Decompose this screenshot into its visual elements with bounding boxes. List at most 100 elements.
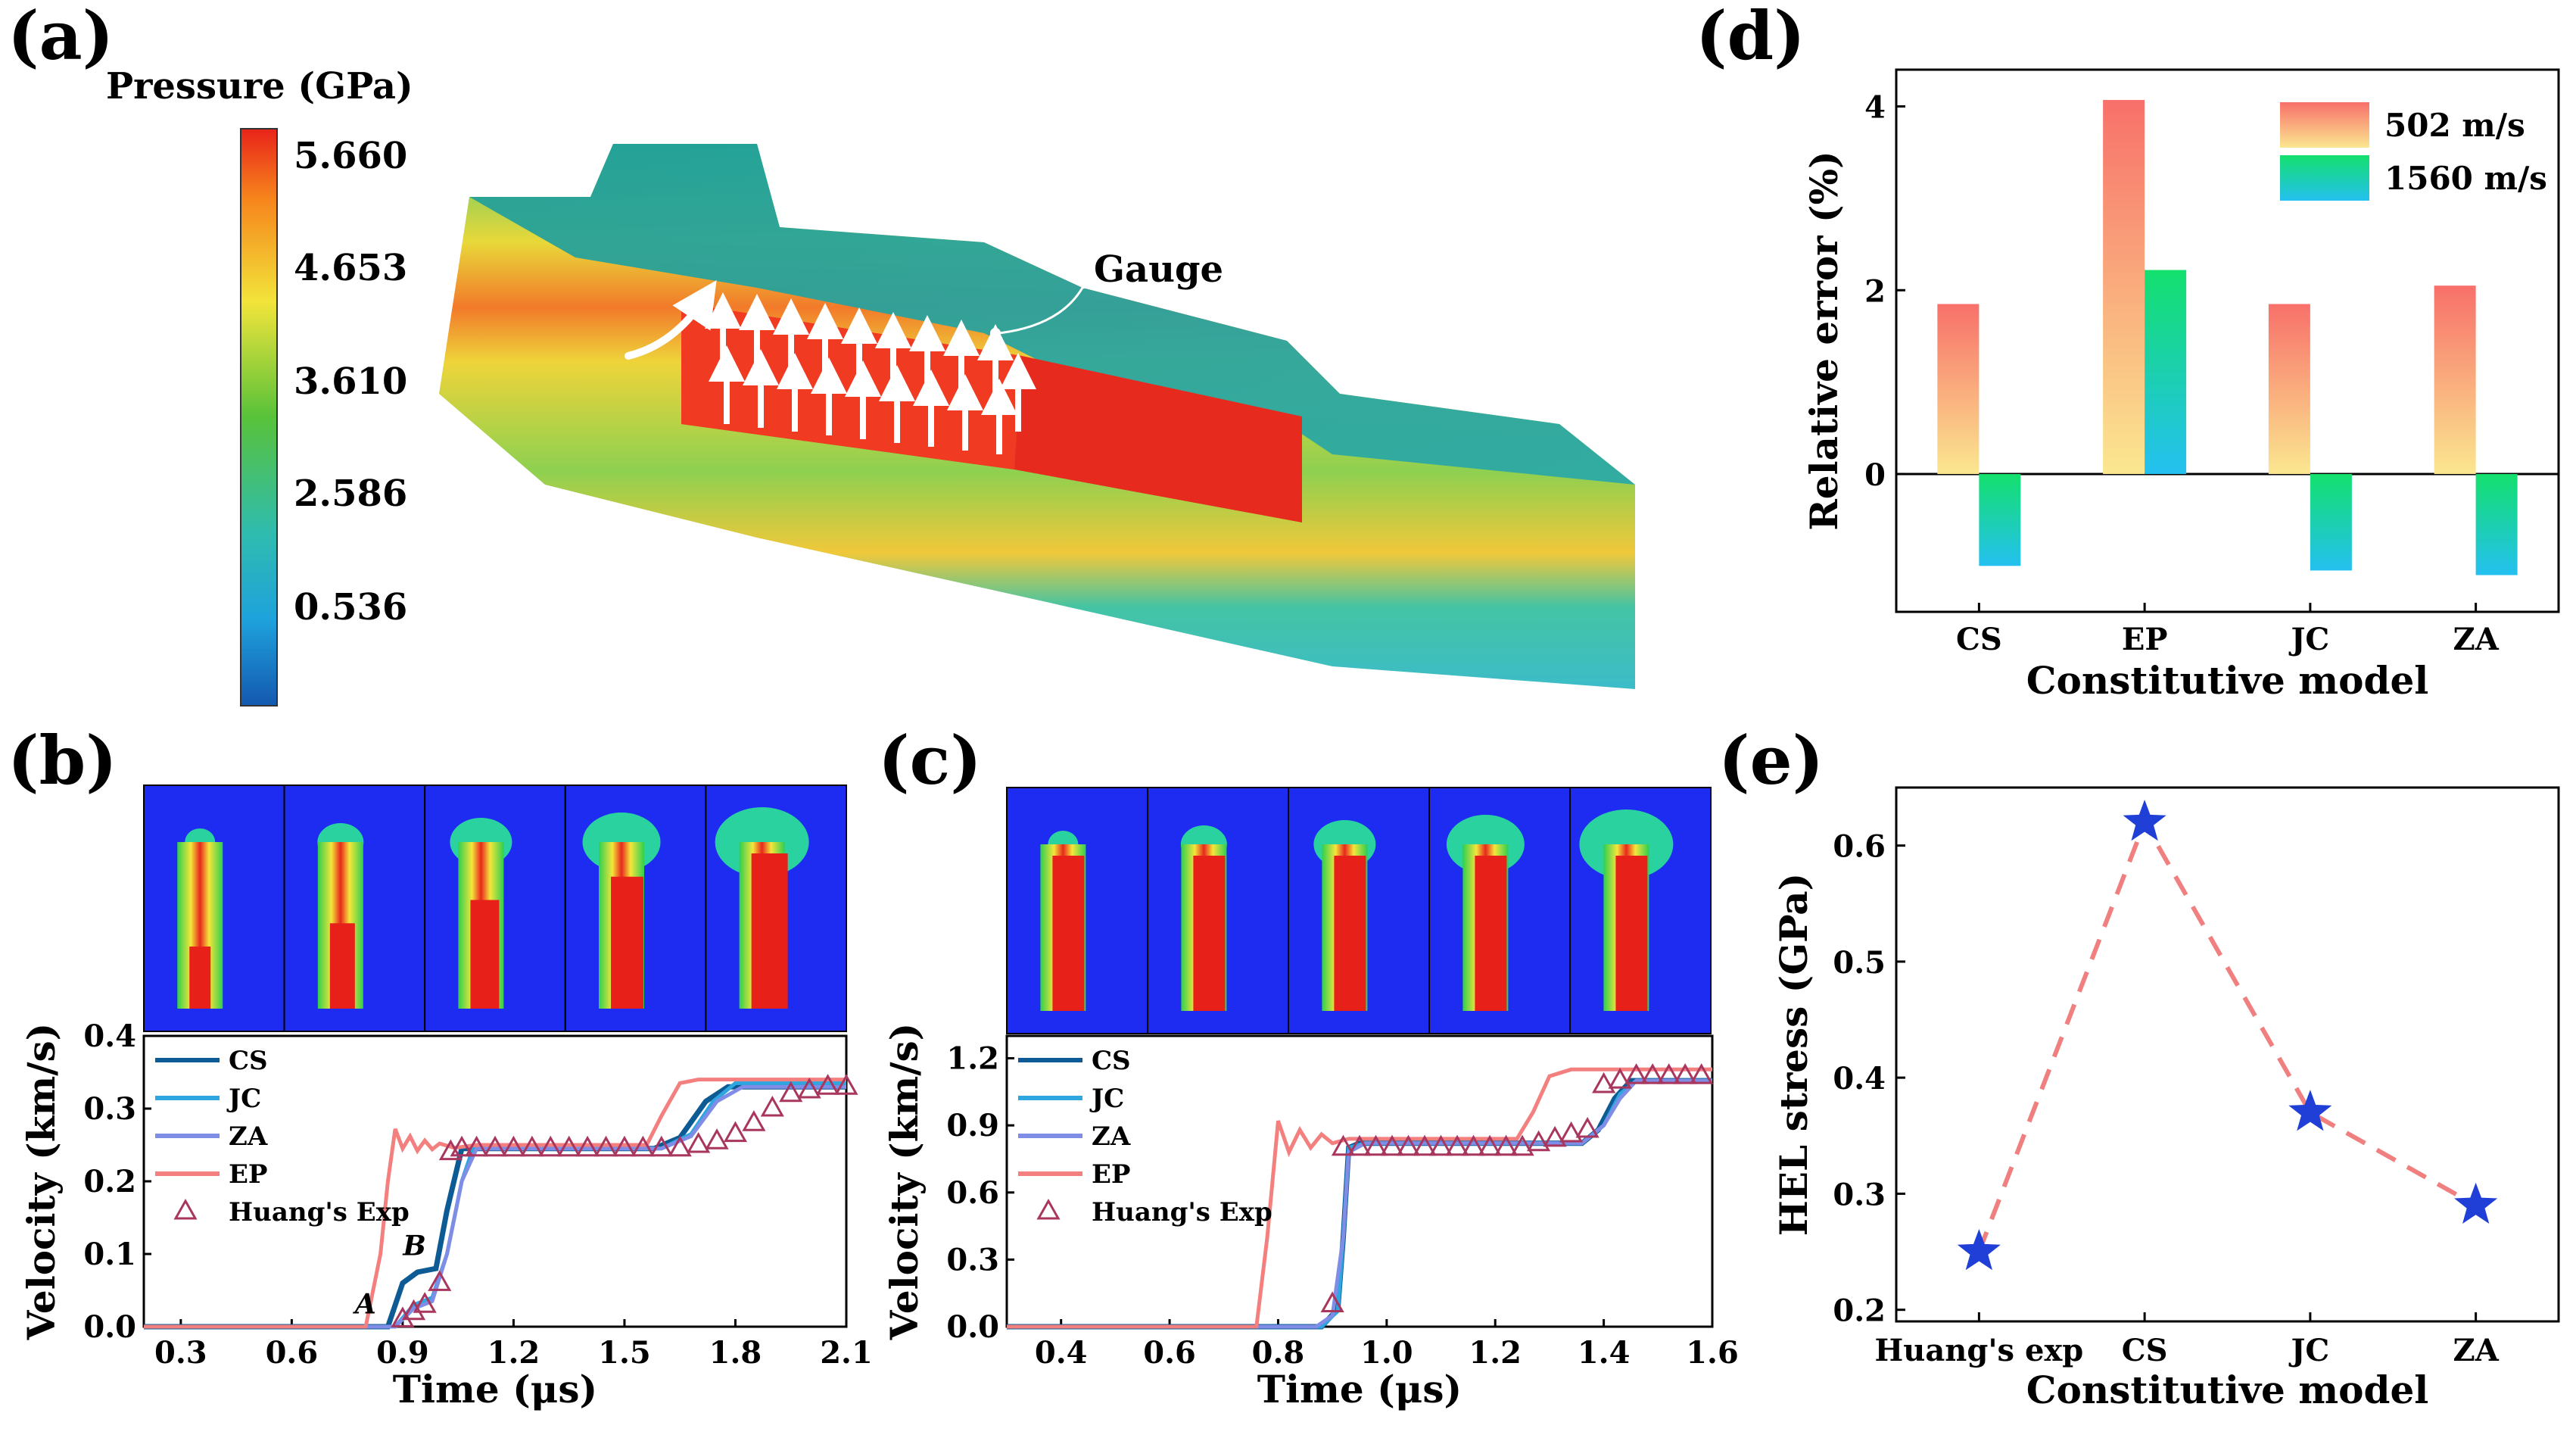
legend-label: Huang's Exp xyxy=(1092,1197,1272,1227)
bar-ep-0 xyxy=(2103,100,2145,474)
bar-cs-0 xyxy=(1937,304,1980,474)
x-tick-label: JC xyxy=(2288,622,2329,657)
exp-marker xyxy=(1608,1068,1632,1089)
colorbar xyxy=(240,128,278,707)
exp-marker xyxy=(760,1095,784,1117)
y-tick-label: 0.6 xyxy=(946,1175,999,1211)
panel-label-e: (e) xyxy=(1718,721,1824,800)
panel-a: Pressure (GPa) 5.660 4.653 3.610 2.586 0… xyxy=(106,65,1635,707)
x-tick-label: 1.2 xyxy=(487,1335,540,1371)
star-marker-2 xyxy=(2288,1090,2332,1131)
x-tick-label: EP xyxy=(2122,622,2168,657)
colorbar-tick-2: 3.610 xyxy=(294,360,407,403)
sim-rod-core xyxy=(1193,856,1226,1011)
series-line-za xyxy=(1007,1078,1712,1329)
colorbar-title: Pressure (GPa) xyxy=(106,65,413,108)
legend-label: CS xyxy=(1092,1046,1131,1076)
exp-marker xyxy=(1320,1291,1344,1312)
simulation-strip-c xyxy=(1006,787,1712,1034)
star-marker-1 xyxy=(2123,800,2166,841)
sim-rod-core xyxy=(751,853,788,1009)
y-tick-label: 0 xyxy=(1864,457,1886,493)
hel-dashed-line xyxy=(1976,817,2478,1253)
exp-marker xyxy=(723,1121,748,1143)
y-axis-label: Velocity (km/s) xyxy=(882,1023,927,1341)
star-marker-0 xyxy=(1957,1229,2001,1271)
legend-label: 502 m/s xyxy=(2384,107,2525,144)
exp-marker xyxy=(612,1135,637,1157)
x-tick-label: Huang's exp xyxy=(1874,1333,2083,1368)
bar-cs-1 xyxy=(1979,473,2021,566)
exp-marker xyxy=(1494,1134,1519,1156)
plot-frame xyxy=(1005,1034,1714,1328)
x-tick-label: 0.8 xyxy=(1252,1335,1305,1371)
legend-label: ZA xyxy=(1092,1121,1131,1152)
x-tick-label: 0.6 xyxy=(266,1335,319,1371)
exp-marker xyxy=(1331,1134,1356,1156)
annotation-a: A xyxy=(353,1288,376,1320)
exp-marker xyxy=(465,1135,489,1157)
exp-marker xyxy=(413,1292,437,1313)
x-tick-label: 1.0 xyxy=(1360,1335,1413,1371)
y-axis-label: HEL stress (GPa) xyxy=(1771,873,1816,1237)
y-tick-label: 0.5 xyxy=(1833,945,1886,981)
legend-marker-exp xyxy=(1036,1198,1061,1220)
x-axis-label: Constitutive model xyxy=(2026,1368,2429,1412)
exp-marker xyxy=(649,1135,674,1157)
exp-marker xyxy=(1657,1063,1681,1084)
exp-marker xyxy=(631,1135,655,1157)
x-tick-label: ZA xyxy=(2453,622,2500,657)
legend-label: EP xyxy=(229,1159,267,1190)
series-line-ep xyxy=(144,1078,846,1329)
exp-marker xyxy=(797,1077,821,1099)
simulation-strip-b xyxy=(143,785,848,1032)
exp-marker xyxy=(779,1081,803,1103)
legend-label: JC xyxy=(226,1084,261,1114)
exp-marker xyxy=(1543,1125,1567,1147)
exp-marker xyxy=(575,1135,600,1157)
exp-marker xyxy=(1510,1134,1534,1156)
legend-label: CS xyxy=(229,1046,268,1076)
x-tick-label: CS xyxy=(1956,622,2002,657)
y-tick-label: 0.4 xyxy=(83,1018,136,1054)
y-tick-label: 4 xyxy=(1864,90,1886,126)
exp-marker xyxy=(742,1110,766,1131)
exp-marker xyxy=(1445,1134,1469,1156)
y-tick-label: 0.3 xyxy=(1833,1177,1886,1212)
colorbar-tick-0: 5.660 xyxy=(294,135,407,177)
x-axis-label: Time (μs) xyxy=(1257,1367,1462,1411)
exp-marker xyxy=(668,1135,692,1157)
exp-marker xyxy=(520,1135,544,1157)
exp-marker xyxy=(501,1135,525,1157)
sim-rod-core xyxy=(470,900,500,1009)
y-tick-label: 2 xyxy=(1864,273,1886,309)
sim-rod-core xyxy=(611,876,644,1009)
x-tick-label: 0.6 xyxy=(1143,1335,1196,1371)
exp-marker xyxy=(428,1270,452,1291)
exp-marker xyxy=(1396,1134,1421,1156)
x-tick-label: ZA xyxy=(2453,1333,2500,1368)
chart-d: 0 2 4 CS EP JC ZA Constitutive model Relative er… xyxy=(1802,68,2560,703)
panel-label-a: (a) xyxy=(8,0,114,75)
panel-label-d: (d) xyxy=(1696,0,1805,75)
exp-marker xyxy=(450,1135,474,1157)
sim-rod-core xyxy=(329,923,355,1009)
up-arrow-icon xyxy=(705,292,1036,454)
y-tick-label: 0.1 xyxy=(83,1237,136,1272)
y-tick-label: 0.2 xyxy=(83,1164,136,1199)
x-tick-label: 1.8 xyxy=(709,1335,762,1371)
y-tick-label: 0.4 xyxy=(1833,1061,1886,1096)
x-tick-label: 0.9 xyxy=(376,1335,429,1371)
y-tick-label: 0.2 xyxy=(1833,1293,1886,1329)
exp-marker xyxy=(1380,1134,1404,1156)
bar-za-0 xyxy=(2434,285,2476,474)
x-tick-label: 1.4 xyxy=(1578,1335,1631,1371)
legend-swatch xyxy=(2280,155,2369,201)
sim-rod-core xyxy=(1475,856,1507,1011)
x-tick-label: 1.5 xyxy=(598,1335,651,1371)
exp-marker xyxy=(1363,1134,1388,1156)
legend-swatch xyxy=(2280,102,2369,148)
y-tick-label: 0.0 xyxy=(83,1309,136,1345)
exp-marker xyxy=(1592,1071,1616,1093)
exp-marker xyxy=(1624,1063,1649,1084)
